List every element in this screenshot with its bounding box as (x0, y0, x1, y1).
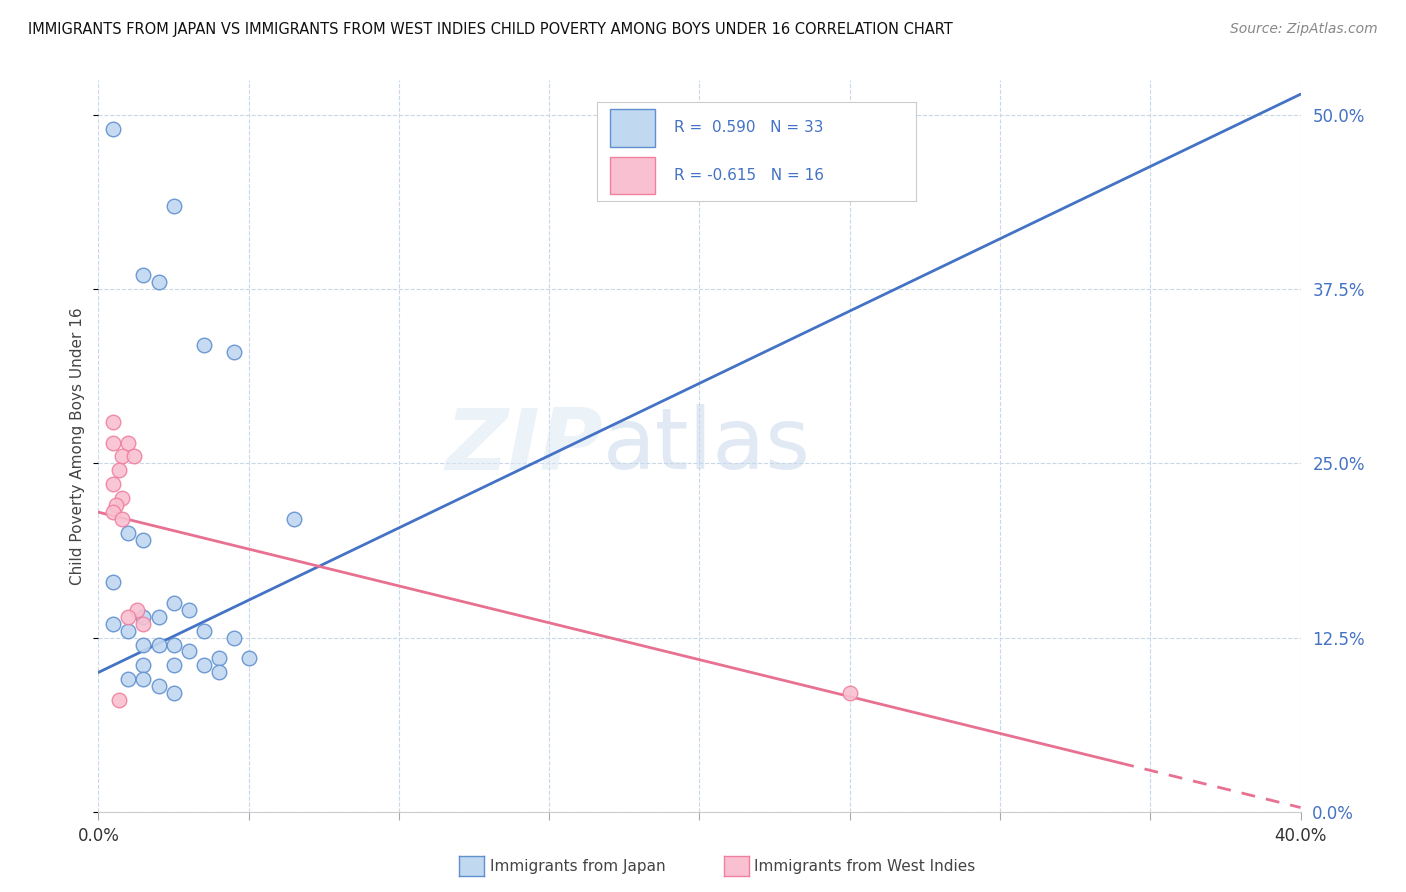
Point (162, 686, 184, 700)
Point (162, 638, 184, 652)
FancyBboxPatch shape (610, 156, 655, 194)
FancyBboxPatch shape (610, 109, 655, 146)
Point (148, 638, 170, 652)
Point (103, 435, 125, 450)
Point (103, 415, 125, 429)
Point (132, 268, 155, 283)
Point (124, 450, 146, 464)
Text: R = -0.615   N = 16: R = -0.615 N = 16 (673, 168, 824, 183)
Point (838, 686, 860, 700)
Point (748, 115, 770, 129)
Point (117, 609, 139, 624)
Point (162, 658, 184, 673)
Point (193, 624, 215, 638)
Text: Source: ZipAtlas.com: Source: ZipAtlas.com (1230, 22, 1378, 37)
Point (283, 512, 305, 526)
Text: atlas: atlas (603, 404, 811, 488)
Point (148, 275, 170, 289)
Point (148, 609, 170, 624)
Text: Immigrants from Japan: Immigrants from Japan (491, 859, 665, 873)
Point (103, 505, 125, 519)
Point (117, 526, 139, 541)
Point (103, 616, 125, 631)
Point (132, 673, 155, 687)
Point (105, 498, 128, 512)
Point (111, 450, 134, 464)
Text: IMMIGRANTS FROM JAPAN VS IMMIGRANTS FROM WEST INDIES CHILD POVERTY AMONG BOYS UN: IMMIGRANTS FROM JAPAN VS IMMIGRANTS FROM… (28, 22, 953, 37)
Point (177, 644, 200, 658)
Point (103, 574, 125, 589)
Y-axis label: Child Poverty Among Boys Under 16: Child Poverty Among Boys Under 16 (70, 307, 86, 585)
Point (177, 603, 200, 617)
Point (162, 596, 184, 610)
Point (108, 693, 131, 707)
Point (111, 512, 134, 526)
Point (117, 624, 139, 638)
Point (132, 658, 155, 673)
Point (193, 338, 215, 352)
Point (132, 638, 155, 652)
Point (111, 491, 134, 506)
Point (117, 435, 139, 450)
Point (127, 603, 149, 617)
Point (208, 651, 231, 665)
Point (148, 679, 170, 693)
Text: Immigrants from West Indies: Immigrants from West Indies (755, 859, 976, 873)
Point (162, 199, 184, 213)
Point (222, 631, 245, 645)
Point (117, 673, 139, 687)
Point (108, 463, 131, 477)
Point (238, 651, 260, 665)
Text: ZIP: ZIP (446, 404, 603, 488)
Point (193, 658, 215, 673)
Point (222, 345, 245, 359)
Text: R =  0.590   N = 33: R = 0.590 N = 33 (673, 120, 824, 136)
Point (208, 665, 231, 680)
Point (132, 609, 155, 624)
Point (103, 122, 125, 136)
Point (132, 616, 155, 631)
Point (132, 533, 155, 547)
Point (103, 477, 125, 491)
